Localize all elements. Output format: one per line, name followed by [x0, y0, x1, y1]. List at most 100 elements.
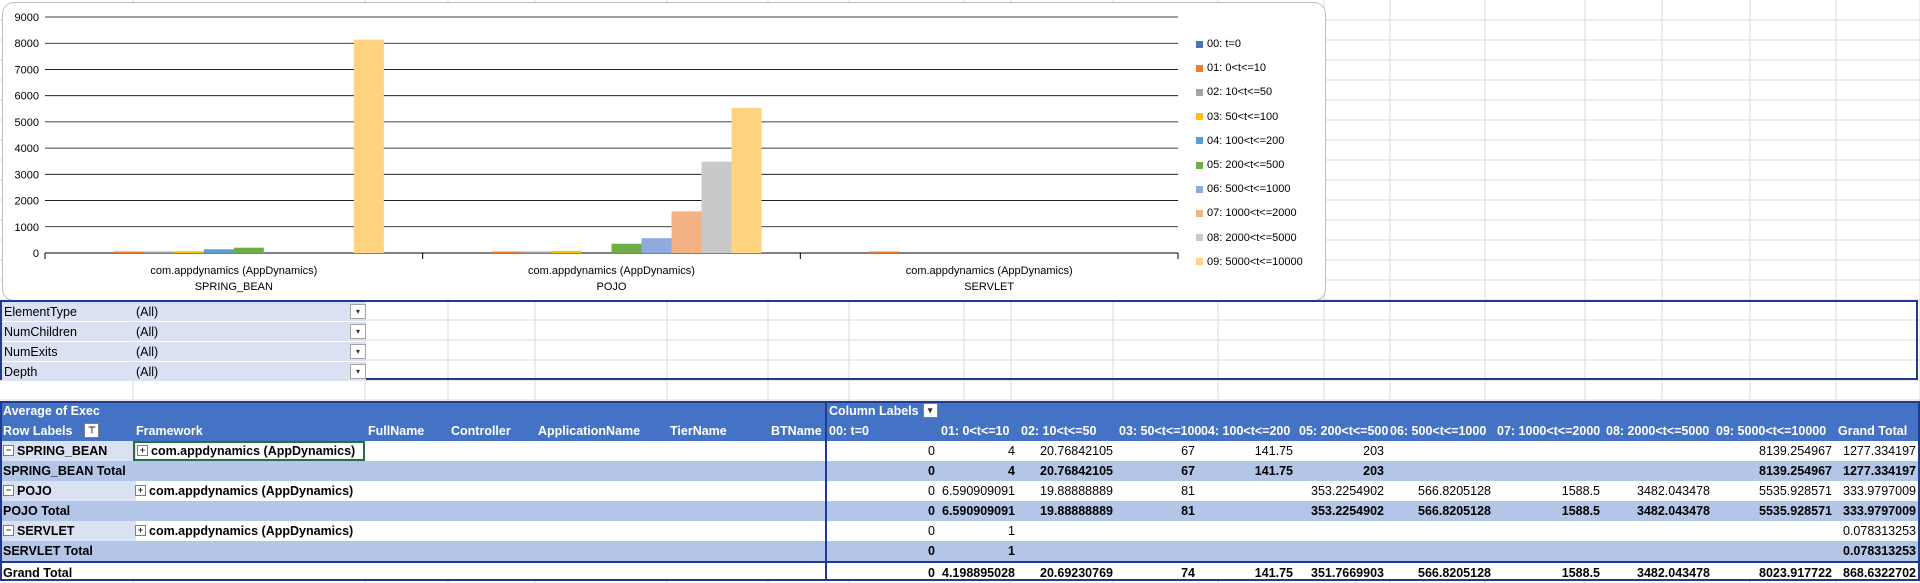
legend-item[interactable]: 09: 5000<t<=10000	[1196, 255, 1303, 269]
row-label[interactable]: − SPRING_BEAN	[0, 441, 136, 461]
x-category-sublabel: POJO	[597, 281, 627, 293]
column-header[interactable]: 09: 5000<t<=10000	[1716, 424, 1827, 438]
column-header[interactable]: 01: 0<t<=10	[941, 424, 1010, 438]
bar-01-category-1[interactable]	[491, 251, 522, 254]
bar-02-category-0[interactable]	[143, 251, 174, 254]
value-cell	[1714, 541, 1836, 561]
pivot-data-field-label[interactable]: Average of Exec	[0, 401, 829, 421]
value-cell	[1604, 461, 1714, 481]
legend-item[interactable]: 03: 50<t<=100	[1196, 110, 1278, 124]
bar-05-category-1[interactable]	[611, 243, 642, 253]
legend-label: 00: t=0	[1207, 38, 1241, 50]
filter-dropdown-button[interactable]: ▾	[350, 344, 366, 359]
bar-03-category-0[interactable]	[173, 251, 204, 253]
value-cell: 3482.043478	[1637, 504, 1710, 518]
row-field-header[interactable]: TierName	[670, 424, 727, 438]
value-cell: 1	[1008, 544, 1015, 558]
row-label[interactable]: SPRING_BEAN Total	[0, 461, 136, 481]
value-cell	[1297, 521, 1388, 541]
bar-05-category-0[interactable]	[233, 247, 264, 253]
value-cell	[1495, 441, 1604, 461]
bar-04-category-0[interactable]	[203, 249, 234, 253]
legend-item[interactable]: 08: 2000<t<=5000	[1196, 231, 1297, 245]
row-label[interactable]: Grand Total	[0, 563, 136, 583]
column-header[interactable]: 07: 1000<t<=2000	[1497, 424, 1601, 438]
expand-button[interactable]: +	[135, 485, 146, 497]
bar-07-category-1[interactable]	[671, 211, 702, 253]
value-cell	[1199, 501, 1297, 521]
collapse-button[interactable]: −	[3, 485, 14, 497]
column-header[interactable]: 02: 10<t<=50	[1021, 424, 1097, 438]
legend-swatch	[1196, 88, 1203, 96]
pivot-column-labels-header[interactable]: Column Labels ▾	[826, 401, 1920, 421]
value-cell: 1588.5	[1561, 504, 1600, 518]
row-label[interactable]: SERVLET Total	[0, 541, 136, 561]
bar-06-category-1[interactable]	[641, 238, 672, 253]
filter-field-label: Depth	[4, 365, 38, 379]
row-label[interactable]: − SERVLET	[0, 521, 136, 541]
filter-dropdown-button[interactable]: ▾	[350, 364, 366, 379]
column-header[interactable]: 03: 50<t<=100	[1119, 424, 1201, 438]
value-cell: 141.75	[1254, 464, 1293, 478]
value-cell: 203	[1363, 444, 1384, 458]
filter-field-value: (All)	[136, 345, 159, 359]
legend-item[interactable]: 01: 0<t<=10	[1196, 61, 1266, 75]
value-cell: 8023.917722	[1759, 566, 1832, 580]
framework-cell[interactable]: + com.appdynamics (AppDynamics)	[133, 481, 367, 501]
bar-08-category-1[interactable]	[701, 161, 732, 253]
bar-09-category-0[interactable]	[353, 39, 384, 253]
framework-cell[interactable]: + com.appdynamics (AppDynamics)	[133, 521, 367, 541]
collapse-button[interactable]: −	[3, 445, 14, 457]
value-cell: 0	[928, 444, 935, 458]
row-filter-button[interactable]: ⊤	[84, 423, 100, 439]
column-header[interactable]: Grand Total	[1838, 424, 1908, 438]
value-cell	[1388, 541, 1495, 561]
row-field-header[interactable]: ApplicationName	[538, 424, 641, 438]
expand-button[interactable]: +	[135, 525, 146, 537]
row-field-header[interactable]: BTName	[771, 424, 822, 438]
row-label[interactable]: − POJO	[0, 481, 136, 501]
legend-label: 05: 200<t<=500	[1207, 159, 1285, 171]
value-cell	[1495, 461, 1604, 481]
pivot-grand-total-row: Grand Total 0 4.198895028 20.69230769 74 141.…	[0, 561, 1920, 581]
collapse-button[interactable]: −	[3, 525, 14, 537]
row-field-header[interactable]: Controller	[451, 424, 511, 438]
value-cell: 4	[1008, 464, 1015, 478]
legend-label: 06: 500<t<=1000	[1207, 183, 1291, 196]
y-tick-label: 6000	[15, 91, 39, 103]
value-cell: 1588.5	[1561, 566, 1600, 580]
column-header[interactable]: 06: 500<t<=1000	[1390, 424, 1487, 438]
filter-dropdown-button[interactable]: ▾	[350, 324, 366, 339]
bar-01-category-2[interactable]	[869, 251, 900, 254]
column-header[interactable]: 08: 2000<t<=5000	[1606, 424, 1710, 438]
bar-01-category-0[interactable]	[113, 251, 144, 254]
bar-09-category-1[interactable]	[731, 107, 762, 253]
column-filter-button[interactable]: ▾	[922, 403, 938, 419]
row-labels-header[interactable]: Row Labels ⊤	[0, 421, 136, 441]
value-cell: 0	[928, 544, 935, 558]
legend-item[interactable]: 02: 10<t<=50	[1196, 85, 1272, 99]
legend-swatch	[1196, 185, 1203, 193]
bar-02-category-1[interactable]	[521, 251, 552, 254]
row-field-header[interactable]: FullName	[368, 424, 425, 438]
framework-cell[interactable]: + com.appdynamics (AppDynamics)	[133, 441, 365, 461]
column-header[interactable]: 05: 200<t<=500	[1299, 424, 1389, 438]
legend-item[interactable]: 05: 200<t<=500	[1196, 158, 1284, 172]
value-cell	[1604, 521, 1714, 541]
legend-item[interactable]: 04: 100<t<=200	[1196, 134, 1284, 148]
bar-03-category-1[interactable]	[551, 250, 582, 253]
value-cell: 4	[1008, 444, 1015, 458]
column-header[interactable]: 04: 100<t<=200	[1201, 424, 1291, 438]
legend-item[interactable]: 00: t=0	[1196, 37, 1241, 51]
row-field-header[interactable]: Framework	[136, 424, 203, 438]
row-label[interactable]: POJO Total	[0, 501, 136, 521]
chart-area[interactable]: 0 1000 2000 3000 4000 5000 6000 7000 8000 9000 com…	[2, 2, 1326, 301]
legend-item[interactable]: 07: 1000<t<=2000	[1196, 206, 1297, 220]
filter-dropdown-button[interactable]: ▾	[350, 304, 366, 319]
value-cell: 1588.5	[1561, 484, 1600, 498]
pivot-header-row: Row Labels ⊤ Framework FullName Controller Ap…	[0, 421, 1920, 441]
expand-button[interactable]: +	[137, 445, 148, 457]
column-header[interactable]: 00: t=0	[829, 424, 869, 438]
y-tick-label: 7000	[15, 64, 39, 76]
legend-item[interactable]: 06: 500<t<=1000	[1196, 182, 1291, 196]
